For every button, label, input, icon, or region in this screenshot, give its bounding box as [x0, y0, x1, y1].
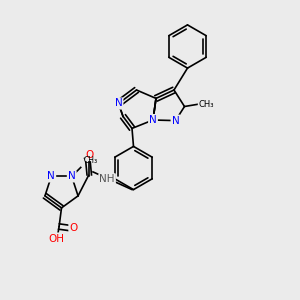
Text: N: N [172, 116, 179, 126]
Text: N: N [115, 98, 122, 109]
Text: N: N [68, 171, 76, 182]
Text: NH: NH [99, 174, 115, 184]
Text: CH₃: CH₃ [199, 100, 214, 109]
Text: O: O [69, 223, 78, 233]
Text: N: N [47, 171, 55, 182]
Text: CH₃: CH₃ [83, 156, 97, 165]
Text: OH: OH [48, 233, 64, 244]
Text: N: N [149, 115, 157, 125]
Text: O: O [86, 150, 94, 160]
